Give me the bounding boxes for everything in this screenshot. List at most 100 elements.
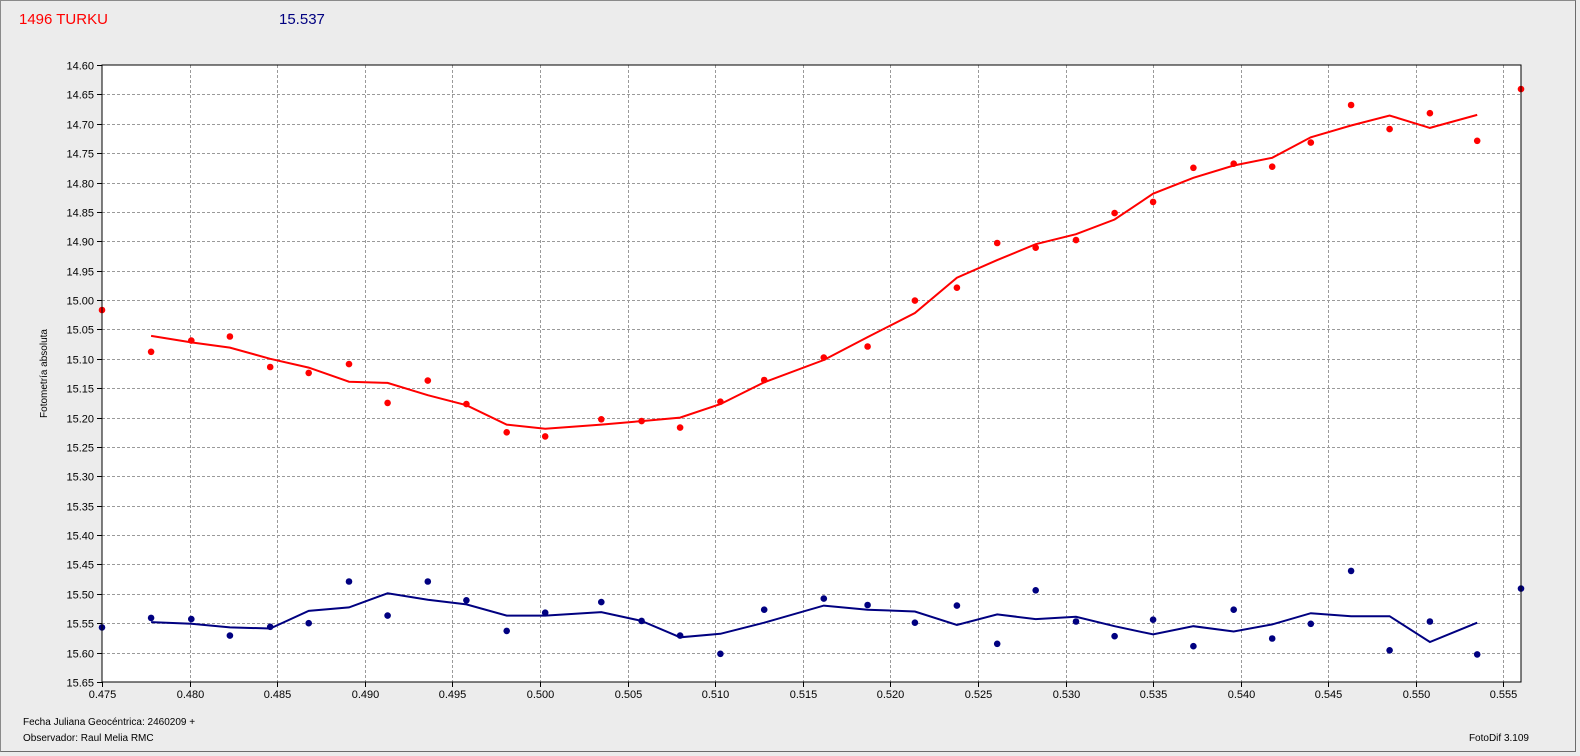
series-0-data-point	[1386, 125, 1393, 133]
y-axis-label: Fotometría absoluta	[39, 329, 50, 418]
x-tick-label: 0.525	[965, 689, 993, 701]
series-0-data-point	[1149, 198, 1157, 206]
series-1-data-point	[345, 578, 353, 585]
y-axis-ticks: 14.60 14.65 14.70 14.75 14.80 14.85 14.90 14.95…	[66, 61, 102, 690]
series-1-data-point	[1230, 606, 1237, 613]
series-0-data-point	[1111, 209, 1118, 217]
x-tick-label: 0.555	[1490, 689, 1518, 701]
y-tick-label: 14.60	[66, 61, 94, 73]
series-0-data-point	[147, 348, 155, 356]
y-tick-label: 15.35	[66, 502, 94, 514]
series-1-data-point	[188, 615, 195, 623]
series-1-data-point	[1149, 616, 1157, 623]
series-0-data-point	[1032, 244, 1039, 251]
series-0-data-point	[1190, 164, 1197, 172]
y-tick-label: 14.80	[66, 179, 94, 191]
series-1-data-point	[993, 640, 1001, 648]
series-1-data-point	[717, 650, 724, 658]
x-axis-ticks: 0.475 0.480 0.485 0.490 0.495 0.500 0.505 0.510…	[89, 682, 1518, 701]
series-1-data-point	[1268, 635, 1276, 642]
series-0-data-point	[345, 360, 353, 368]
series-1-data-point	[1072, 618, 1080, 625]
y-tick-label: 14.90	[66, 237, 94, 249]
series-0-data-point	[424, 377, 432, 384]
y-tick-label: 15.30	[66, 472, 94, 484]
julian-date-label: Fecha Juliana Geocéntrica: 2460209 +	[23, 717, 196, 728]
x-tick-label: 0.510	[702, 689, 730, 701]
series-1-data-point	[384, 612, 391, 619]
series-0-data-point	[1268, 163, 1276, 170]
series-0-data-point	[598, 416, 605, 423]
x-tick-label: 0.550	[1403, 689, 1431, 701]
x-tick-label: 0.500	[527, 689, 555, 701]
software-version: FotoDif 3.109	[1468, 733, 1529, 744]
grid	[102, 65, 1521, 682]
series-1-trend-line	[151, 592, 1478, 644]
y-tick-label: 15.50	[66, 590, 94, 602]
y-tick-label: 15.40	[66, 531, 94, 543]
series-1-data-point	[1032, 587, 1039, 594]
x-tick-label: 0.545	[1315, 689, 1343, 701]
x-tick-label: 0.515	[790, 689, 818, 701]
series-0-data-point	[953, 284, 961, 292]
series-0-data-point	[820, 354, 828, 361]
series-1-data-point	[305, 619, 313, 627]
series-1-data-point	[953, 602, 961, 609]
y-tick-label: 15.20	[66, 414, 94, 426]
x-tick-label: 0.485	[264, 689, 292, 701]
series-layer	[98, 85, 1525, 658]
series-0-data-point	[1230, 160, 1237, 167]
series-0-data-point	[463, 400, 470, 408]
y-tick-label: 14.65	[66, 90, 94, 102]
x-tick-label: 0.540	[1228, 689, 1256, 701]
object-name: 1496 TURKU	[19, 11, 108, 28]
y-tick-label: 15.60	[66, 649, 94, 661]
x-tick-label: 0.530	[1053, 689, 1081, 701]
x-tick-label: 0.475	[89, 689, 117, 701]
plot-area	[102, 65, 1521, 682]
series-0-data-point	[226, 333, 234, 340]
series-1-data-point	[638, 617, 645, 625]
x-tick-label: 0.480	[177, 689, 205, 701]
y-tick-label: 15.25	[66, 443, 94, 455]
series-1-data-point	[1473, 651, 1481, 658]
y-tick-label: 14.85	[66, 208, 94, 220]
series-1-data-point	[1426, 618, 1434, 625]
series-1-data-point	[676, 632, 684, 639]
series-1	[98, 567, 1525, 658]
series-0-data-point	[676, 424, 684, 431]
series-1-data-point	[760, 606, 768, 613]
series-0-data-point	[266, 363, 274, 371]
series-0-data-point	[1347, 101, 1355, 109]
y-tick-label: 15.55	[66, 619, 94, 631]
series-0-data-point	[760, 376, 768, 384]
series-0-data-point	[384, 399, 391, 407]
y-tick-label: 15.10	[66, 355, 94, 367]
y-tick-label: 14.70	[66, 120, 94, 132]
x-tick-label: 0.505	[615, 689, 643, 701]
x-tick-label: 0.495	[439, 689, 467, 701]
series-0-data-point	[993, 239, 1001, 247]
y-tick-label: 15.00	[66, 296, 94, 308]
series-0-data-point	[1473, 137, 1481, 145]
series-1-data-point	[598, 598, 605, 606]
series-0-data-point	[1426, 109, 1434, 117]
series-1-data-point	[503, 627, 511, 635]
y-tick-label: 15.45	[66, 560, 94, 572]
series-0-data-point	[1307, 139, 1315, 146]
series-0-data-point	[1072, 236, 1080, 244]
series-0-data-point	[638, 417, 645, 425]
series-0-data-point	[717, 398, 724, 406]
series-0-data-point	[541, 433, 549, 440]
observer-label: Observador: Raul Melia RMC	[23, 733, 154, 744]
y-tick-label: 15.05	[66, 325, 94, 337]
series-1-data-point	[911, 619, 919, 626]
series-0-data-point	[503, 429, 511, 436]
series-0-data-point	[305, 369, 313, 377]
series-1-data-point	[1386, 647, 1393, 654]
series-0-data-point	[864, 343, 871, 350]
series-1-data-point	[1307, 620, 1315, 628]
series-1-data-point	[266, 623, 274, 631]
series-1-data-point	[541, 609, 549, 616]
series-1-data-point	[1190, 642, 1197, 650]
